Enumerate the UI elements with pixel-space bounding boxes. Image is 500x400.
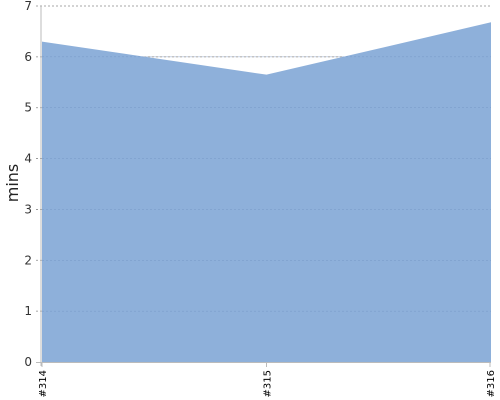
- grid-lines-overlay: [42, 56, 491, 312]
- series-area: [42, 22, 491, 362]
- y-tick-label: 3: [24, 202, 32, 216]
- x-tick-label: #315: [263, 370, 274, 397]
- y-tick-label: 0: [24, 355, 32, 369]
- axes: [36, 6, 491, 367]
- y-tick-label: 5: [24, 101, 32, 115]
- y-tick-label: 6: [24, 50, 32, 64]
- x-tick-label: #316: [486, 370, 497, 397]
- y-tick-label: 2: [24, 253, 32, 267]
- y-tick-label: 1: [24, 304, 32, 318]
- y-axis-label: mins: [3, 164, 22, 203]
- x-tick-labels: #314 #315 #316: [38, 370, 497, 397]
- series-areas: [41, 22, 492, 362]
- y-tick-label: 4: [24, 152, 32, 166]
- y-tick-labels: 0 1 2 3 4 5 6 7: [24, 0, 32, 369]
- y-tick-label: 7: [24, 0, 32, 13]
- x-tick-label: #314: [38, 370, 49, 397]
